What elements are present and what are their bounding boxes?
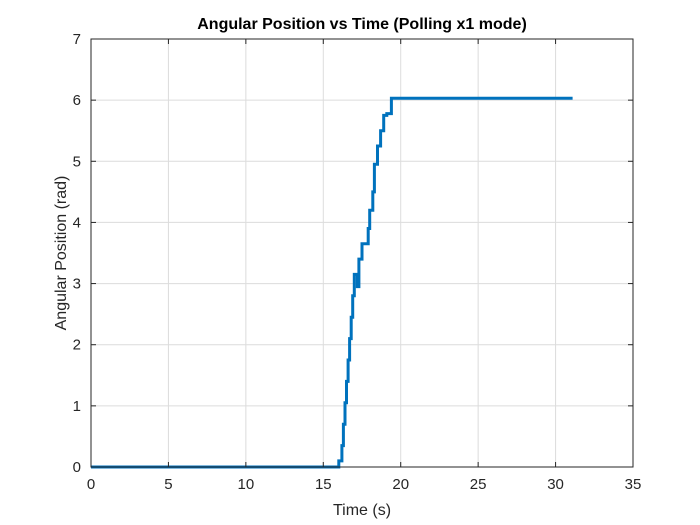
y-tick-label: 1 [73, 398, 81, 415]
x-tick-label: 30 [547, 476, 564, 493]
ticks: 0 5 10 15 20 25 30 35 0 1 2 3 4 5 6 7 [73, 31, 642, 493]
y-tick-label: 5 [73, 153, 81, 170]
x-tick-label: 35 [625, 476, 642, 493]
x-tick-label: 0 [87, 476, 95, 493]
x-tick-label: 5 [164, 476, 172, 493]
y-tick-label: 3 [73, 276, 81, 293]
y-axis-label: Angular Position (rad) [53, 176, 70, 331]
y-tick-label: 6 [73, 92, 81, 109]
y-tick-label: 4 [73, 214, 81, 231]
x-tick-label: 15 [315, 476, 332, 493]
series-line-0 [91, 96, 573, 469]
series-layer [91, 96, 573, 469]
x-tick-label: 20 [392, 476, 409, 493]
y-tick-label: 7 [73, 31, 81, 48]
chart-title: Angular Position vs Time (Polling x1 mod… [197, 16, 527, 33]
y-tick-label: 0 [73, 459, 81, 476]
x-tick-label: 25 [470, 476, 487, 493]
plot-frame [90, 38, 634, 468]
x-axis-label: Time (s) [333, 502, 391, 519]
y-tick-label: 2 [73, 337, 81, 354]
x-tick-label: 10 [238, 476, 255, 493]
